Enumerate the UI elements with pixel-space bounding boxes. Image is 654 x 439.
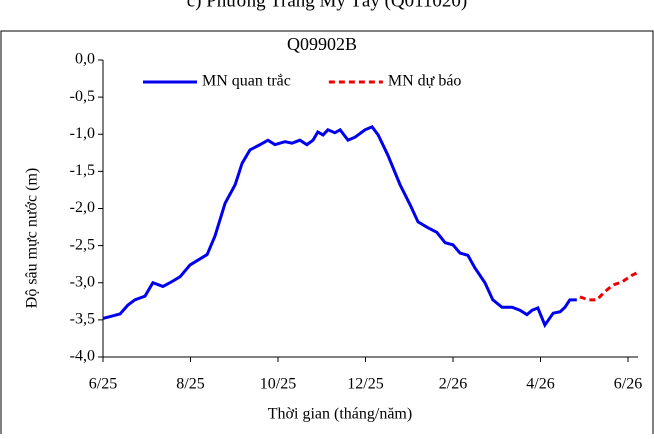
legend-label: MN dự báo xyxy=(388,73,462,90)
x-tick-label: 12/25 xyxy=(347,376,383,393)
y-tick-label: -1,0 xyxy=(70,125,95,142)
x-axis-label: Thời gian (tháng/năm) xyxy=(268,406,412,423)
y-tick-label: -2,0 xyxy=(70,199,95,216)
x-tick-label: 6/25 xyxy=(89,376,117,393)
y-tick-label: -2,5 xyxy=(70,236,95,253)
y-tick-label: -4,0 xyxy=(70,348,95,365)
legend-label: MN quan trắc xyxy=(202,73,291,90)
x-tick-label: 10/25 xyxy=(260,376,296,393)
x-tick-label: 2/26 xyxy=(439,376,467,393)
data-line xyxy=(579,271,639,302)
y-axis-label: Độ sâu mực nước (m) xyxy=(24,168,41,308)
y-tick-label: -0,5 xyxy=(70,88,95,105)
y-tick-label: -1,5 xyxy=(70,162,95,179)
y-tick-label: 0,0 xyxy=(75,51,95,68)
x-tick-label: 8/25 xyxy=(176,376,204,393)
x-tick-label: 6/26 xyxy=(614,376,642,393)
y-tick-label: -3,0 xyxy=(70,273,95,290)
chart-title: Q09902B xyxy=(287,34,357,54)
chart-supertitle: c) Phường Tràng My Tây (Q011020) xyxy=(187,0,468,11)
y-tick-label: -3,5 xyxy=(70,311,95,328)
x-tick-label: 4/26 xyxy=(526,376,554,393)
data-line xyxy=(102,124,577,329)
chart-frame xyxy=(0,30,654,439)
